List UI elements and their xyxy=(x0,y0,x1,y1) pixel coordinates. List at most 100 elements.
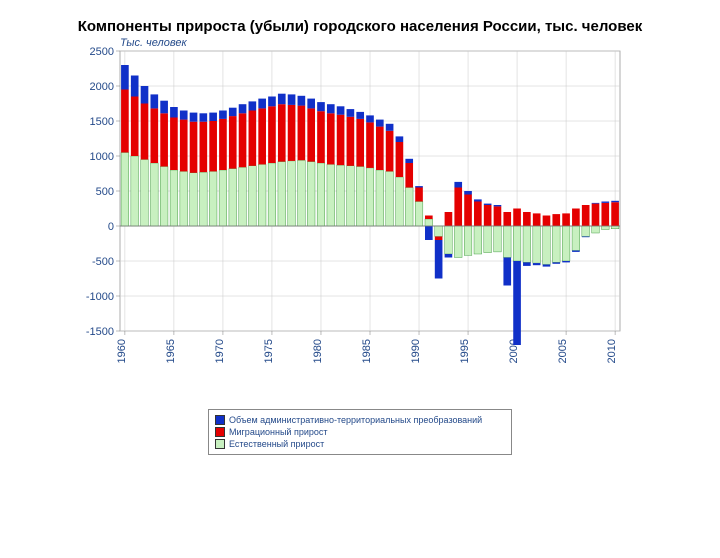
bar-segment xyxy=(572,209,580,227)
bar-segment xyxy=(190,122,198,173)
x-tick-label: 2005 xyxy=(557,339,569,363)
bar-segment xyxy=(170,118,178,171)
legend-item: Объем административно-территориальных пр… xyxy=(215,414,505,426)
bar-segment xyxy=(337,165,345,226)
bar-segment xyxy=(337,106,345,114)
bar-segment xyxy=(307,108,315,161)
bar-segment xyxy=(386,171,394,226)
bar-segment xyxy=(533,213,541,226)
bar-segment xyxy=(582,237,590,238)
bar-segment xyxy=(288,105,296,161)
bar-segment xyxy=(327,104,335,113)
bar-segment xyxy=(523,226,531,262)
bar-segment xyxy=(513,226,521,261)
legend: Объем административно-территориальных пр… xyxy=(208,409,512,455)
bar-segment xyxy=(494,226,502,252)
bar-segment xyxy=(523,212,531,226)
bar-segment xyxy=(396,142,404,177)
y-tick-label: -1500 xyxy=(86,326,114,338)
x-tick-label: 1980 xyxy=(312,339,324,363)
y-axis-subtitle: Тыс. человек xyxy=(120,37,187,49)
bar-segment xyxy=(474,202,482,227)
bar-segment xyxy=(503,226,511,258)
bar-segment xyxy=(454,182,462,188)
bar-segment xyxy=(572,251,580,252)
x-tick-label: 1995 xyxy=(459,339,471,363)
bar-segment xyxy=(298,96,306,106)
x-tick-label: 1965 xyxy=(165,339,177,363)
legend-swatch xyxy=(215,427,225,437)
bar-segment xyxy=(396,177,404,226)
bar-segment xyxy=(503,258,511,286)
bar-segment xyxy=(425,219,433,226)
bar-segment xyxy=(454,188,462,227)
bar-segment xyxy=(268,97,276,107)
bar-segment xyxy=(298,106,306,161)
bar-segment xyxy=(474,199,482,201)
bar-segment xyxy=(533,226,541,263)
bar-segment xyxy=(405,163,413,188)
bar-segment xyxy=(327,113,335,164)
bar-segment xyxy=(552,226,560,262)
bar-segment xyxy=(288,94,296,105)
bar-segment xyxy=(562,226,570,261)
bar-segment xyxy=(209,171,217,226)
bar-segment xyxy=(150,163,158,226)
bar-segment xyxy=(366,168,374,226)
bar-segment xyxy=(307,99,315,109)
bar-segment xyxy=(376,170,384,226)
bar-segment xyxy=(347,117,355,166)
page-title: Компоненты прироста (убыли) городского н… xyxy=(0,18,720,35)
bar-segment xyxy=(170,107,178,118)
legend-swatch xyxy=(215,415,225,425)
x-tick-label: 1960 xyxy=(116,339,128,363)
bar-segment xyxy=(121,65,129,90)
bar-segment xyxy=(592,203,600,204)
bar-segment xyxy=(219,111,227,119)
bar-segment xyxy=(484,205,492,226)
bar-segment xyxy=(464,195,472,227)
bar-segment xyxy=(405,188,413,227)
bar-segment xyxy=(239,167,247,226)
bar-segment xyxy=(239,113,247,167)
bar-segment xyxy=(356,119,364,167)
bar-segment xyxy=(366,122,374,167)
bar-segment xyxy=(268,106,276,163)
y-tick-label: 500 xyxy=(96,186,114,198)
legend-label: Естественный прирост xyxy=(229,438,324,450)
bar-segment xyxy=(464,226,472,255)
bar-segment xyxy=(601,203,609,226)
bar-segment xyxy=(249,166,257,226)
bar-segment xyxy=(445,212,453,226)
y-tick-label: 1000 xyxy=(90,151,114,163)
y-tick-label: -500 xyxy=(92,256,114,268)
bar-segment xyxy=(405,159,413,163)
bar-segment xyxy=(445,254,453,258)
bar-segment xyxy=(543,265,551,267)
bar-segment xyxy=(445,226,453,254)
bar-segment xyxy=(533,263,541,265)
bar-segment xyxy=(494,206,502,226)
bar-segment xyxy=(317,163,325,226)
bar-segment xyxy=(229,169,237,226)
bar-segment xyxy=(601,202,609,203)
legend-swatch xyxy=(215,439,225,449)
x-tick-label: 2010 xyxy=(606,339,618,363)
bar-segment xyxy=(356,167,364,227)
bar-segment xyxy=(415,188,423,202)
bar-segment xyxy=(160,101,168,114)
y-tick-label: 2500 xyxy=(90,46,114,58)
bar-segment xyxy=(543,216,551,227)
y-tick-label: 1500 xyxy=(90,116,114,128)
bar-segment xyxy=(278,94,286,105)
bar-segment xyxy=(592,226,600,233)
bar-segment xyxy=(121,90,129,153)
bar-segment xyxy=(601,226,609,230)
bar-segment xyxy=(474,226,482,254)
bar-segment xyxy=(464,191,472,195)
bar-segment xyxy=(258,99,266,109)
bar-segment xyxy=(200,113,208,121)
bar-segment xyxy=(258,164,266,226)
bar-segment xyxy=(190,173,198,226)
bar-segment xyxy=(386,124,394,131)
